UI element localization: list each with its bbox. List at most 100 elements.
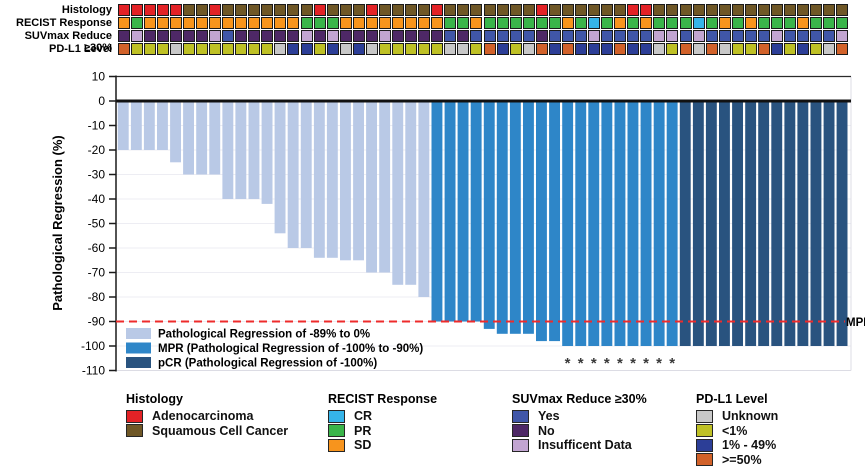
pdl1-cell — [287, 43, 300, 55]
recist-cell — [300, 17, 313, 29]
recist-cell — [666, 17, 679, 29]
recist-cell — [575, 17, 587, 29]
patient-bar — [366, 101, 377, 273]
histology-cell — [705, 4, 718, 16]
histology-cell — [313, 4, 326, 16]
suvmax-cell — [509, 30, 522, 42]
y-tick-label: -10 — [88, 119, 106, 133]
recist-cell — [365, 17, 378, 29]
legend-item: Squamous Cell Cancer — [126, 424, 288, 439]
suvmax-cell — [130, 30, 143, 42]
histology-cell — [248, 4, 261, 16]
suvmax-cell — [352, 30, 365, 42]
pdl1-cell — [496, 43, 509, 55]
suvmax-cell — [431, 30, 444, 42]
asterisk-marker: * — [630, 355, 636, 372]
pdl1-cell — [248, 43, 261, 55]
suvmax-cell — [195, 30, 208, 42]
patient-bar — [196, 101, 208, 175]
recist-cell — [457, 17, 470, 29]
recist-cell — [444, 17, 457, 29]
pdl1-cell — [692, 43, 705, 55]
legend-title: Histology — [126, 392, 183, 406]
patient-bar — [653, 101, 665, 346]
pdl1-cell — [627, 43, 640, 55]
suvmax-cell — [757, 30, 770, 42]
recist-cell — [274, 17, 287, 29]
y-tick-label: 10 — [92, 70, 106, 84]
patient-bar — [509, 101, 521, 334]
histology-cell — [378, 4, 391, 16]
patient-bar — [784, 101, 796, 346]
suvmax-cell — [666, 30, 679, 42]
suvmax-cell — [744, 30, 757, 42]
legend-swatch — [696, 453, 713, 467]
patient-bar — [117, 101, 129, 150]
recist-cell — [392, 17, 404, 29]
pdl1-cell — [666, 43, 679, 55]
recist-cell — [418, 17, 431, 29]
legend-item: >=50% — [696, 453, 778, 468]
suvmax-cell — [182, 30, 195, 42]
histology-cell — [117, 4, 130, 16]
pdl1-cell — [209, 43, 221, 55]
pdl1-cell — [339, 43, 352, 55]
suvmax-cell — [601, 30, 614, 42]
y-tick-label: -100 — [81, 339, 105, 353]
patient-bar — [705, 101, 717, 346]
pdl1-cell — [365, 43, 378, 55]
pdl1-cell — [222, 43, 235, 55]
suvmax-cell — [548, 30, 561, 42]
recist-cell — [156, 17, 169, 29]
pdl1-cell — [823, 43, 836, 55]
histology-cell — [483, 4, 496, 16]
suvmax-cell — [156, 30, 169, 42]
recist-cell — [339, 17, 352, 29]
patient-bar — [575, 101, 587, 346]
pdl1-cell — [601, 43, 614, 55]
asterisk-marker: * — [578, 355, 584, 372]
patient-bar — [222, 101, 234, 199]
recist-cell — [235, 17, 248, 29]
histology-cell — [601, 4, 614, 16]
legend-swatch — [126, 424, 143, 438]
histology-cell — [222, 4, 235, 16]
recist-cell — [431, 17, 444, 29]
histology-cell — [496, 4, 509, 16]
plot-legend-label: MPR (Pathological Regression of -100% to… — [158, 343, 423, 355]
legend-swatch — [696, 424, 713, 438]
histology-cell — [509, 4, 522, 16]
histology-cell — [771, 4, 783, 16]
pdl1-cell — [457, 43, 470, 55]
pdl1-cell — [483, 43, 496, 55]
patient-bar — [130, 101, 142, 150]
legend-title: PD-L1 Level — [696, 392, 768, 406]
patient-bar — [758, 101, 770, 346]
histology-cell — [535, 4, 548, 16]
histology-cell — [405, 4, 417, 16]
recist-cell — [757, 17, 770, 29]
suvmax-cell — [496, 30, 509, 42]
legend-item: Yes — [512, 409, 647, 424]
asterisk-marker: * — [604, 355, 610, 372]
suvmax-cell — [627, 30, 640, 42]
pdl1-cell — [705, 43, 718, 55]
suvmax-cell — [679, 30, 692, 42]
patient-bar — [470, 101, 482, 322]
pdl1-cell — [810, 43, 823, 55]
legend-item-label: Unknown — [722, 409, 779, 424]
pdl1-cell — [757, 43, 770, 55]
pdl1-cell — [797, 43, 810, 55]
patient-bar — [797, 101, 809, 346]
patient-bar — [143, 101, 155, 150]
recist-cell — [261, 17, 274, 29]
histology-cell — [718, 4, 731, 16]
patient-bar — [157, 101, 168, 150]
patient-bar — [418, 101, 430, 297]
asterisk-marker: * — [643, 355, 649, 372]
recist-cell — [195, 17, 208, 29]
suvmax-cell — [784, 30, 797, 42]
patient-bar — [614, 101, 626, 346]
mpr-threshold-label: MPR — [846, 317, 865, 329]
